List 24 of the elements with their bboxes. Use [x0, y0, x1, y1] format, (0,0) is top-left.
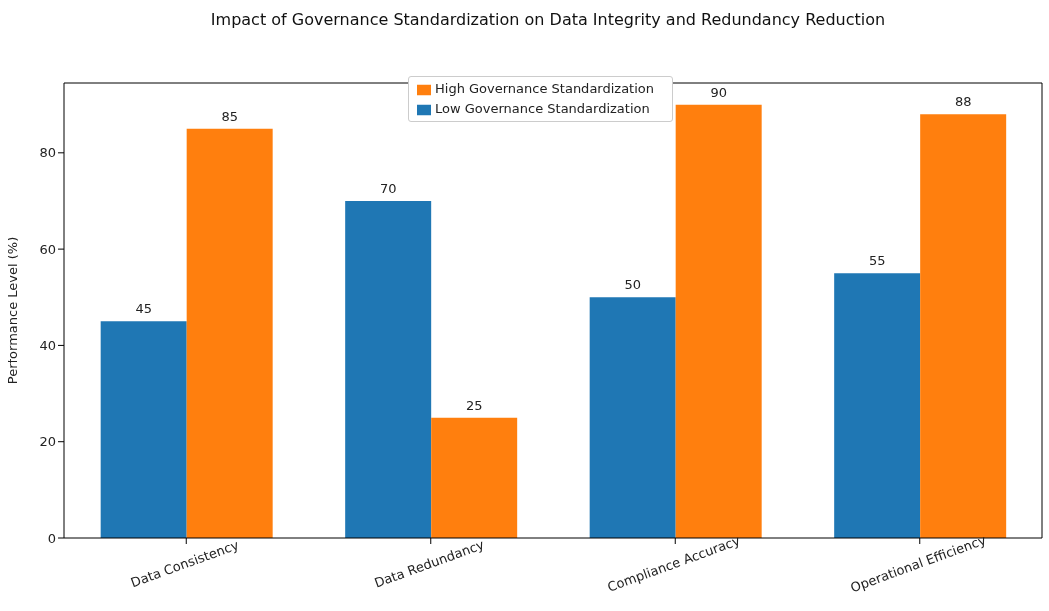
bar — [431, 417, 518, 538]
data-label: 45 — [135, 301, 152, 317]
y-tick-label: 60 — [39, 241, 56, 257]
chart-title: Impact of Governance Standardization on Data Integrity and Redundancy Reduction — [209, 9, 887, 31]
legend-label: Low Governance Standardization — [435, 101, 650, 116]
bar — [345, 200, 432, 538]
y-tick-label: 40 — [39, 338, 56, 354]
bar — [920, 114, 1007, 538]
legend-label: High Governance Standardization — [435, 81, 655, 96]
y-tick-label: 0 — [47, 530, 56, 546]
y-tick-label: 80 — [39, 145, 56, 161]
data-label: 70 — [379, 180, 397, 196]
data-label: 85 — [221, 108, 238, 124]
data-label: 50 — [624, 277, 641, 293]
bar — [675, 104, 762, 538]
data-label: 90 — [710, 84, 727, 100]
bar — [186, 128, 273, 538]
bar — [834, 273, 921, 538]
data-label: 55 — [868, 253, 886, 269]
y-tick-label: 20 — [39, 434, 56, 450]
bar — [100, 321, 187, 538]
bar — [589, 297, 676, 538]
data-label: 25 — [465, 397, 483, 413]
data-label: 88 — [954, 94, 972, 110]
